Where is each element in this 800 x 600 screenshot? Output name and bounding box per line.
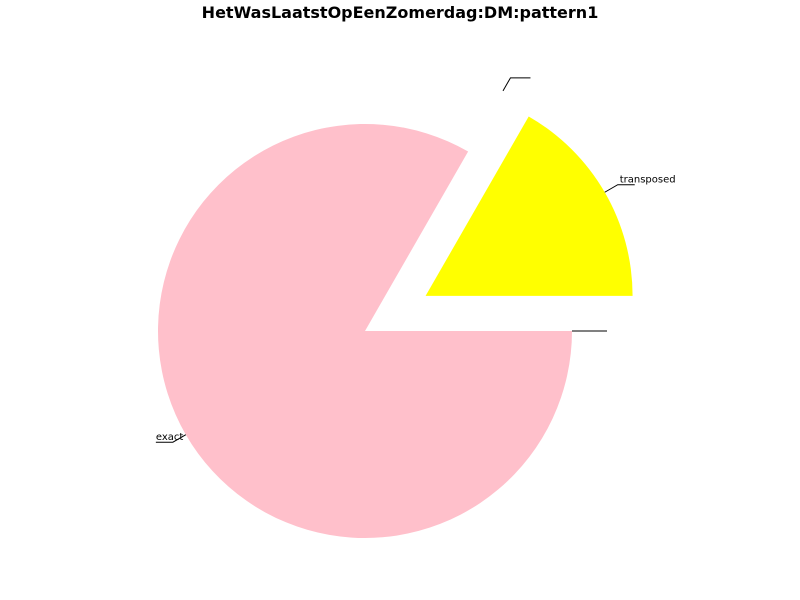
pie-slices — [158, 116, 633, 538]
label-leader-line — [155, 434, 187, 443]
pie-labels: transposed exact — [155, 77, 676, 443]
label-leader-line — [502, 77, 531, 92]
chart-title: HetWasLaatstOpEenZomerdag:DM:pattern1 — [202, 3, 599, 22]
label-leader-line — [604, 184, 635, 193]
slice-label-transposed: transposed — [620, 175, 676, 186]
slice-label-exact: exact — [156, 432, 184, 443]
pie-slice-transposed — [425, 116, 633, 296]
pie-slice-exact — [158, 123, 572, 538]
